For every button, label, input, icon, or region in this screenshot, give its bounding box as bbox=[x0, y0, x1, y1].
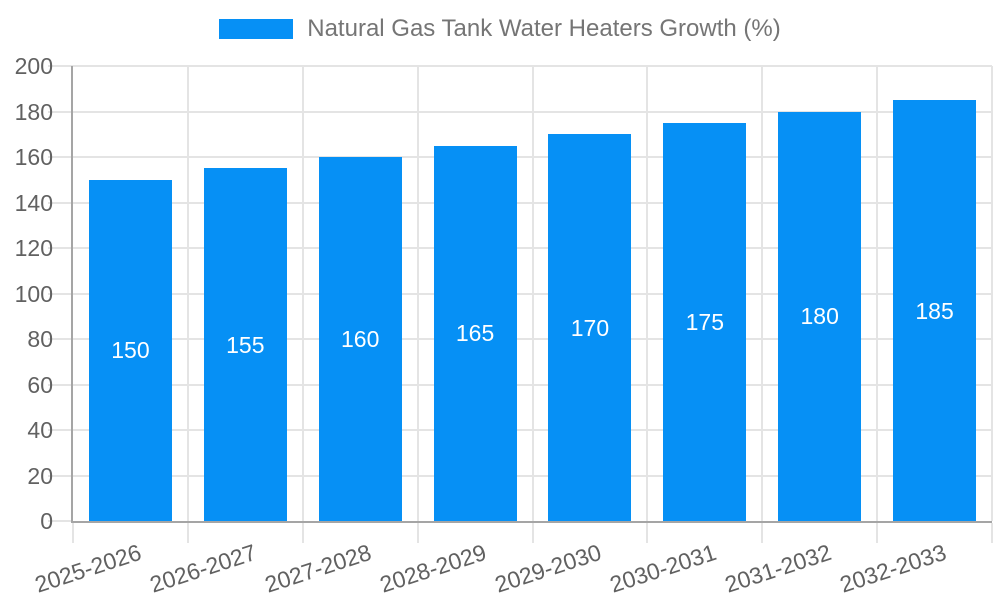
x-tick bbox=[761, 523, 764, 543]
y-tick bbox=[48, 110, 73, 113]
y-tick bbox=[48, 429, 73, 431]
y-tick-label: 120 bbox=[14, 235, 53, 261]
x-tick bbox=[876, 523, 879, 543]
y-tick-label: 200 bbox=[14, 53, 53, 79]
y-tick-label: 140 bbox=[14, 189, 53, 216]
bar-value-label: 175 bbox=[685, 308, 724, 335]
y-tick bbox=[48, 474, 73, 477]
bar-value-label: 185 bbox=[915, 297, 954, 324]
bar[interactable] bbox=[203, 168, 287, 521]
y-tick bbox=[48, 65, 73, 67]
x-gridline bbox=[646, 66, 649, 521]
y-tick-label: 160 bbox=[14, 144, 53, 170]
x-tick bbox=[186, 523, 189, 543]
x-gridline bbox=[186, 66, 189, 521]
x-gridline bbox=[876, 66, 879, 521]
x-tick bbox=[531, 523, 534, 543]
y-tick-label: 180 bbox=[14, 98, 53, 125]
y-tick bbox=[48, 156, 73, 158]
bar-value-label: 150 bbox=[111, 337, 150, 364]
plot-area: 0 20 40 60 80 100 120 140 160 180 200 150 2025-2026 1… bbox=[15, 53, 993, 598]
y-tick bbox=[48, 292, 73, 295]
bar[interactable] bbox=[663, 122, 747, 521]
bar[interactable] bbox=[433, 145, 517, 521]
y-tick-label: 80 bbox=[27, 326, 53, 352]
x-tick bbox=[991, 523, 993, 543]
y-tick-label: 0 bbox=[40, 508, 53, 534]
y-tick-label: 40 bbox=[27, 417, 53, 443]
legend-label: Natural Gas Tank Water Heaters Growth (%… bbox=[307, 15, 781, 42]
bar[interactable] bbox=[318, 157, 402, 521]
bar-value-label: 160 bbox=[341, 326, 380, 352]
legend: Natural Gas Tank Water Heaters Growth (%… bbox=[0, 12, 1000, 46]
bar-value-label: 155 bbox=[226, 331, 265, 358]
x-tick bbox=[72, 523, 74, 543]
y-tick bbox=[48, 338, 73, 340]
x-tick bbox=[301, 523, 304, 543]
y-tick bbox=[48, 247, 73, 249]
y-tick-label: 60 bbox=[27, 371, 53, 398]
x-axis-line bbox=[71, 521, 992, 523]
bar-value-label: 180 bbox=[800, 303, 839, 330]
bar[interactable] bbox=[88, 179, 172, 521]
bar[interactable] bbox=[548, 134, 632, 521]
y-tick-label: 20 bbox=[27, 462, 53, 489]
legend-item[interactable]: Natural Gas Tank Water Heaters Growth (%… bbox=[219, 15, 781, 43]
x-gridline bbox=[531, 66, 534, 521]
legend-swatch bbox=[219, 19, 294, 39]
x-tick bbox=[646, 523, 649, 543]
y-tick-label: 100 bbox=[14, 280, 53, 307]
y-tick bbox=[48, 383, 73, 386]
x-gridline bbox=[761, 66, 764, 521]
bar-value-label: 170 bbox=[570, 314, 610, 341]
bar[interactable] bbox=[778, 111, 862, 521]
y-axis-line bbox=[71, 66, 73, 523]
y-tick bbox=[48, 520, 73, 522]
x-tick bbox=[416, 523, 419, 543]
x-gridline bbox=[991, 66, 993, 521]
bar-value-label: 165 bbox=[455, 320, 495, 347]
x-gridline bbox=[416, 66, 419, 521]
y-tick bbox=[48, 201, 73, 204]
bar[interactable] bbox=[893, 100, 977, 521]
x-gridline bbox=[301, 66, 304, 521]
